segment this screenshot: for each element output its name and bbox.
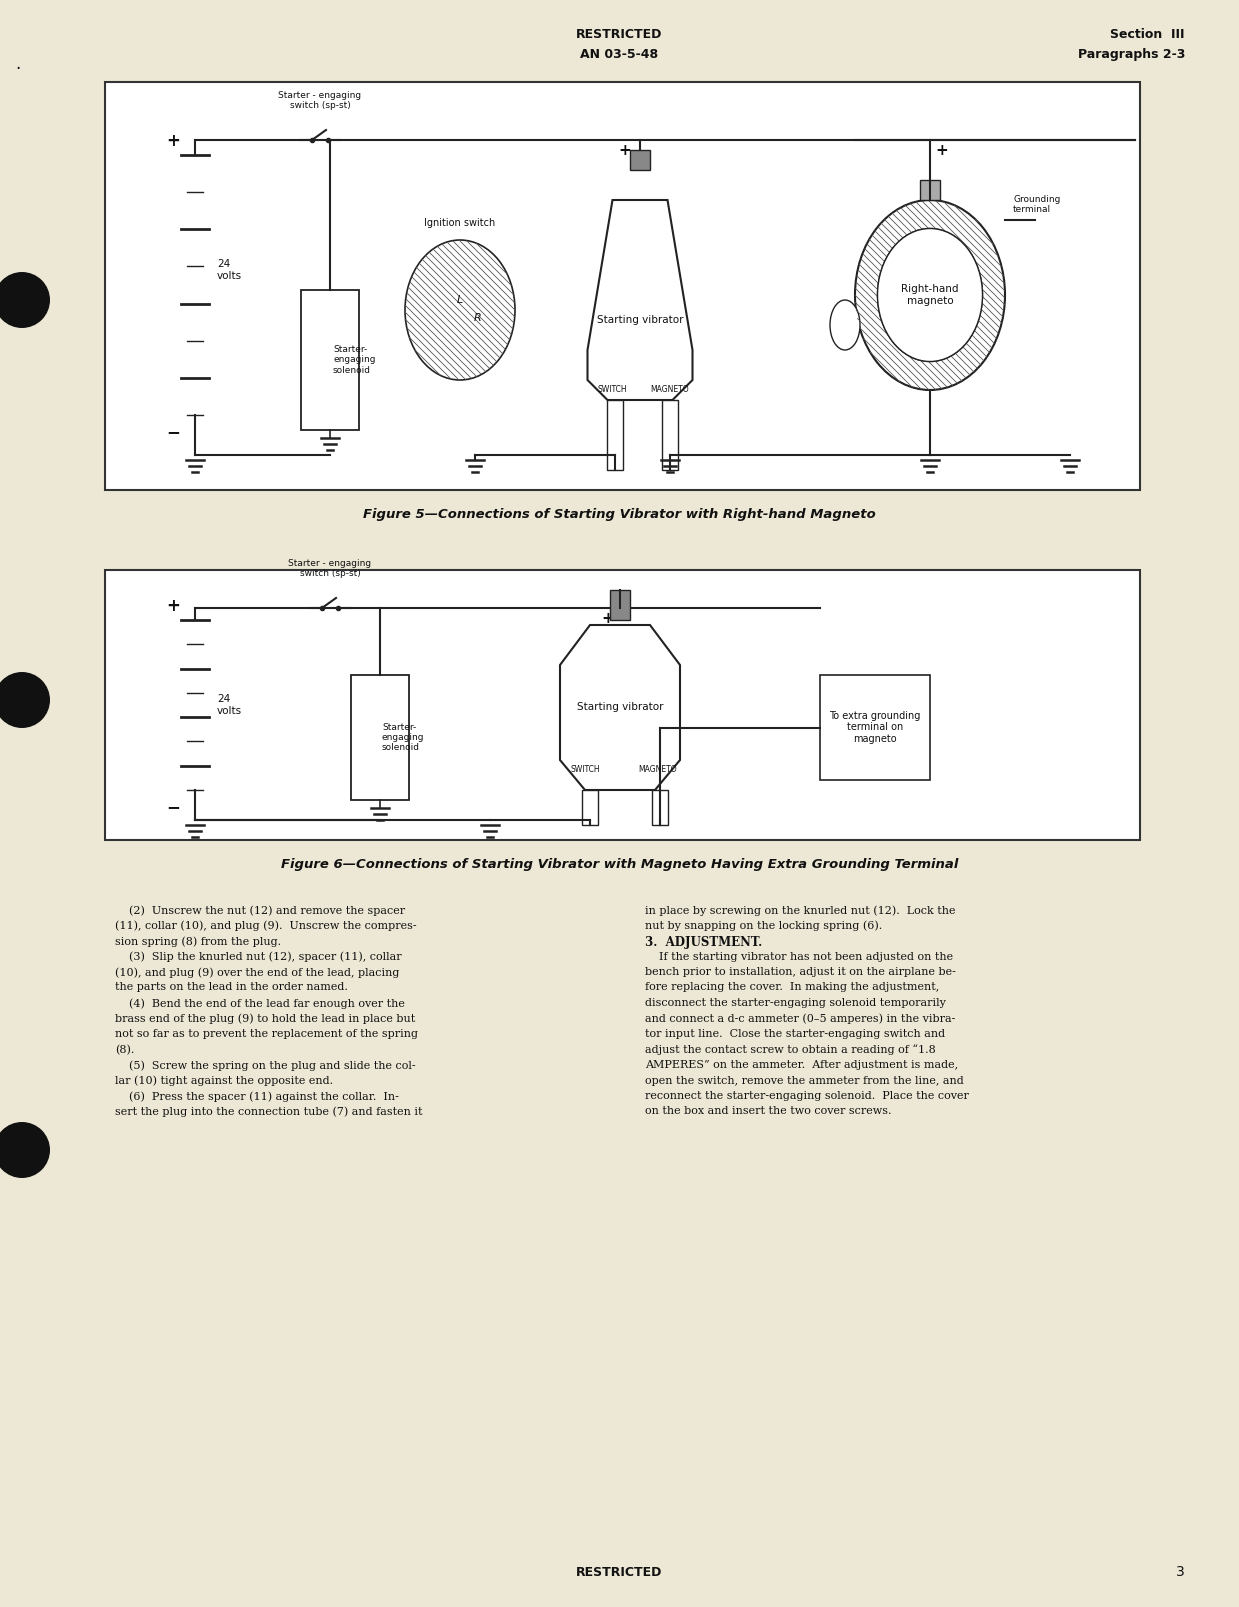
Text: SWITCH: SWITCH bbox=[597, 386, 627, 394]
Text: Paragraphs 2-3: Paragraphs 2-3 bbox=[1078, 48, 1184, 61]
Text: tor input line.  Close the starter-engaging switch and: tor input line. Close the starter-engagi… bbox=[646, 1028, 945, 1040]
Text: (4)  Bend the end of the lead far enough over the: (4) Bend the end of the lead far enough … bbox=[115, 998, 405, 1009]
Text: the parts on the lead in the order named.: the parts on the lead in the order named… bbox=[115, 982, 348, 993]
Text: Figure 5—Connections of Starting Vibrator with Right-hand Magneto: Figure 5—Connections of Starting Vibrato… bbox=[363, 508, 876, 521]
Text: Starter-
engaging
solenoid: Starter- engaging solenoid bbox=[382, 723, 425, 752]
Text: 24
volts: 24 volts bbox=[217, 259, 242, 281]
Text: fore replacing the cover.  In making the adjustment,: fore replacing the cover. In making the … bbox=[646, 982, 939, 993]
Text: −: − bbox=[166, 799, 180, 816]
Text: ·: · bbox=[15, 59, 21, 79]
Polygon shape bbox=[587, 199, 693, 400]
Text: (6)  Press the spacer (11) against the collar.  In-: (6) Press the spacer (11) against the co… bbox=[115, 1091, 399, 1101]
Text: Starter-
engaging
solenoid: Starter- engaging solenoid bbox=[333, 346, 375, 374]
Text: open the switch, remove the ammeter from the line, and: open the switch, remove the ammeter from… bbox=[646, 1075, 964, 1085]
Text: Starter - engaging
switch (sp-st): Starter - engaging switch (sp-st) bbox=[289, 559, 372, 579]
Text: (11), collar (10), and plug (9).  Unscrew the compres-: (11), collar (10), and plug (9). Unscrew… bbox=[115, 921, 416, 930]
Text: lar (10) tight against the opposite end.: lar (10) tight against the opposite end. bbox=[115, 1075, 333, 1086]
Bar bbox=[629, 149, 650, 170]
Text: (10), and plug (9) over the end of the lead, placing: (10), and plug (9) over the end of the l… bbox=[115, 967, 399, 977]
Text: RESTRICTED: RESTRICTED bbox=[576, 1565, 663, 1580]
Text: (2)  Unscrew the nut (12) and remove the spacer: (2) Unscrew the nut (12) and remove the … bbox=[115, 905, 405, 916]
Text: disconnect the starter-engaging solenoid temporarily: disconnect the starter-engaging solenoid… bbox=[646, 998, 945, 1008]
Text: Grounding
terminal: Grounding terminal bbox=[1014, 194, 1061, 214]
Circle shape bbox=[0, 272, 50, 328]
Text: sion spring (8) from the plug.: sion spring (8) from the plug. bbox=[115, 935, 281, 947]
Text: (5)  Screw the spring on the plug and slide the col-: (5) Screw the spring on the plug and sli… bbox=[115, 1061, 415, 1070]
Text: AMPERES” on the ammeter.  After adjustment is made,: AMPERES” on the ammeter. After adjustmen… bbox=[646, 1061, 958, 1070]
Text: on the box and insert the two cover screws.: on the box and insert the two cover scre… bbox=[646, 1107, 892, 1117]
Polygon shape bbox=[560, 625, 680, 791]
Polygon shape bbox=[652, 791, 668, 824]
Text: (3)  Slip the knurled nut (12), spacer (11), collar: (3) Slip the knurled nut (12), spacer (1… bbox=[115, 951, 401, 963]
Polygon shape bbox=[301, 289, 359, 431]
Text: +: + bbox=[166, 132, 180, 149]
Text: L: L bbox=[457, 296, 463, 305]
Text: Right-hand
magneto: Right-hand magneto bbox=[901, 284, 959, 305]
Text: −: − bbox=[166, 423, 180, 440]
Ellipse shape bbox=[405, 239, 515, 379]
Text: bench prior to installation, adjust it on the airplane be-: bench prior to installation, adjust it o… bbox=[646, 967, 955, 977]
Text: To extra grounding
terminal on
magneto: To extra grounding terminal on magneto bbox=[829, 710, 921, 744]
Text: in place by screwing on the knurled nut (12).  Lock the: in place by screwing on the knurled nut … bbox=[646, 905, 955, 916]
Bar bbox=[105, 570, 1140, 840]
Text: SWITCH: SWITCH bbox=[570, 765, 600, 775]
Text: sert the plug into the connection tube (7) and fasten it: sert the plug into the connection tube (… bbox=[115, 1107, 422, 1117]
Text: If the starting vibrator has not been adjusted on the: If the starting vibrator has not been ad… bbox=[646, 951, 953, 961]
Text: and connect a d-c ammeter (0–5 amperes) in the vibra-: and connect a d-c ammeter (0–5 amperes) … bbox=[646, 1014, 955, 1024]
Text: Starting vibrator: Starting vibrator bbox=[597, 315, 683, 325]
Ellipse shape bbox=[877, 228, 983, 362]
Text: +: + bbox=[618, 143, 632, 157]
Ellipse shape bbox=[855, 199, 1005, 391]
Circle shape bbox=[0, 672, 50, 728]
Bar bbox=[610, 590, 629, 620]
Text: R: R bbox=[475, 313, 482, 323]
Bar bbox=[820, 675, 930, 779]
Text: AN 03-5-48: AN 03-5-48 bbox=[580, 48, 659, 61]
Text: Starter - engaging
switch (sp-st): Starter - engaging switch (sp-st) bbox=[279, 90, 362, 109]
Bar bbox=[921, 180, 940, 199]
Text: Section  III: Section III bbox=[1110, 27, 1184, 42]
Text: (8).: (8). bbox=[115, 1045, 134, 1054]
Text: Figure 6—Connections of Starting Vibrator with Magneto Having Extra Grounding Te: Figure 6—Connections of Starting Vibrato… bbox=[281, 858, 958, 871]
Text: +: + bbox=[935, 143, 948, 157]
Text: +: + bbox=[166, 596, 180, 615]
Bar bbox=[607, 400, 623, 469]
Text: 3.  ADJUSTMENT.: 3. ADJUSTMENT. bbox=[646, 935, 762, 950]
Text: not so far as to prevent the replacement of the spring: not so far as to prevent the replacement… bbox=[115, 1028, 418, 1040]
Polygon shape bbox=[582, 791, 598, 824]
Text: MAGNETO: MAGNETO bbox=[638, 765, 678, 775]
Ellipse shape bbox=[877, 228, 983, 362]
Text: 3: 3 bbox=[1176, 1565, 1184, 1580]
Text: adjust the contact screw to obtain a reading of “1.8: adjust the contact screw to obtain a rea… bbox=[646, 1045, 935, 1056]
Bar bbox=[105, 82, 1140, 490]
Text: MAGNETO: MAGNETO bbox=[650, 386, 689, 394]
Text: Starting vibrator: Starting vibrator bbox=[576, 702, 663, 712]
Bar bbox=[662, 400, 678, 469]
Text: 24
volts: 24 volts bbox=[217, 694, 242, 715]
Text: +: + bbox=[602, 611, 615, 627]
Ellipse shape bbox=[830, 301, 860, 350]
Text: brass end of the plug (9) to hold the lead in place but: brass end of the plug (9) to hold the le… bbox=[115, 1014, 415, 1024]
Polygon shape bbox=[351, 675, 409, 800]
Text: reconnect the starter-engaging solenoid.  Place the cover: reconnect the starter-engaging solenoid.… bbox=[646, 1091, 969, 1101]
Text: nut by snapping on the locking spring (6).: nut by snapping on the locking spring (6… bbox=[646, 921, 882, 930]
Text: RESTRICTED: RESTRICTED bbox=[576, 27, 663, 42]
Circle shape bbox=[0, 1122, 50, 1178]
Text: Ignition switch: Ignition switch bbox=[425, 219, 496, 228]
